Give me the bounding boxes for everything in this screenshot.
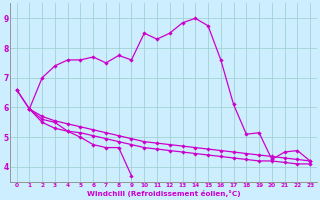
X-axis label: Windchill (Refroidissement éolien,°C): Windchill (Refroidissement éolien,°C) [87, 190, 240, 197]
